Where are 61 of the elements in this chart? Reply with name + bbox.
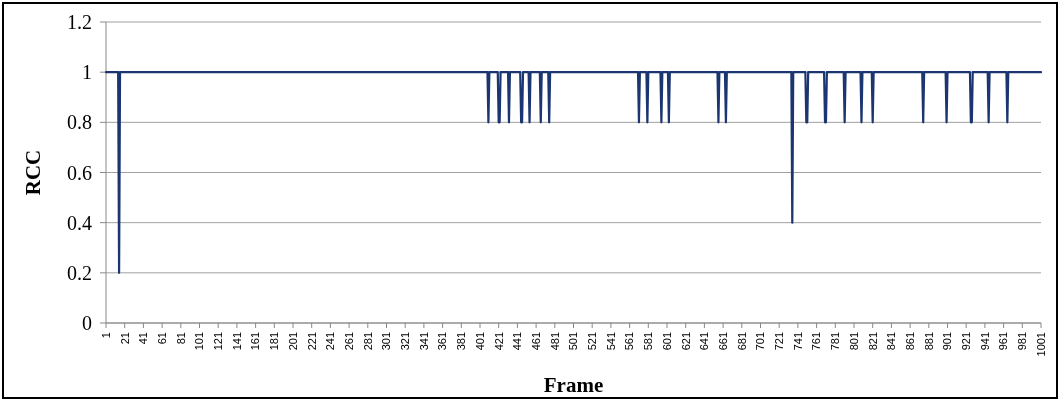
x-tick-label: 161 [249,332,262,351]
x-tick-label: 621 [679,332,692,351]
x-tick-label: 821 [866,332,879,351]
x-tick-label: 101 [193,332,206,351]
y-tick-label: 0 [82,312,92,334]
x-tick-label: 721 [773,332,786,351]
x-tick-label: 461 [529,332,542,351]
line-series [104,71,1043,274]
x-tick-label: 301 [380,332,393,351]
x-tick-label: 201 [286,332,299,351]
x-tick-label: 241 [324,332,337,351]
x-tick-label: 121 [212,332,225,351]
x-tick-label: 701 [754,332,767,351]
x-tick-label: 1001 [1034,332,1047,357]
x-tick-label: 761 [810,332,823,351]
x-tick-label: 321 [399,332,412,351]
x-tick-label: 861 [903,332,916,351]
x-tick-label: 841 [885,332,898,351]
x-tick-label: 421 [492,332,505,351]
x-tick-label: 961 [997,332,1010,351]
x-tick-label: 361 [436,332,449,351]
y-tick-label: 0.2 [67,261,92,284]
y-tick-label: 1.2 [67,11,92,33]
y-tick-label: 0.4 [67,211,92,234]
x-tick-label: 501 [567,332,580,351]
x-tick-label: 401 [473,332,486,351]
x-tick-label: 921 [960,332,973,351]
y-tick-label: 0.6 [67,161,92,184]
x-tick-label: 221 [305,332,318,351]
x-tick-label: 81 [174,332,187,345]
x-tick-label: 901 [941,332,954,351]
x-tick-label: 981 [1016,332,1029,351]
x-tick-label: 181 [268,332,281,351]
x-tick-label: 941 [978,332,991,351]
x-tick-label: 281 [361,332,374,351]
y-tick-label: 0.8 [67,111,92,134]
x-tick-label: 781 [829,332,842,351]
x-tick-label: 341 [417,332,430,351]
x-tick-label: 541 [604,332,617,351]
x-tick-label: 441 [511,332,524,351]
y-tick-label: 1 [82,61,92,84]
x-tick-label: 41 [137,332,150,345]
x-tick-label: 521 [586,332,599,351]
x-axis-title: Frame [543,373,604,397]
x-tick-label: 741 [791,332,804,351]
y-axis-title: RCC [21,149,45,196]
x-tick-label: 601 [660,332,673,351]
x-tick-label: 681 [735,332,748,351]
x-tick-label: 641 [698,332,711,351]
x-tick-label: 581 [642,332,655,351]
x-tick-label: 801 [847,332,860,351]
x-tick-label: 1 [99,332,112,339]
x-tick-label: 661 [716,332,729,351]
x-tick-label: 61 [155,332,168,345]
x-tick-label: 881 [922,332,935,351]
x-tick-label: 21 [118,332,131,345]
x-tick-label: 261 [342,332,355,351]
x-tick-label: 481 [548,332,561,351]
x-tick-label: 141 [230,332,243,351]
x-tick-label: 561 [623,332,636,351]
x-tick-label: 381 [455,332,468,351]
